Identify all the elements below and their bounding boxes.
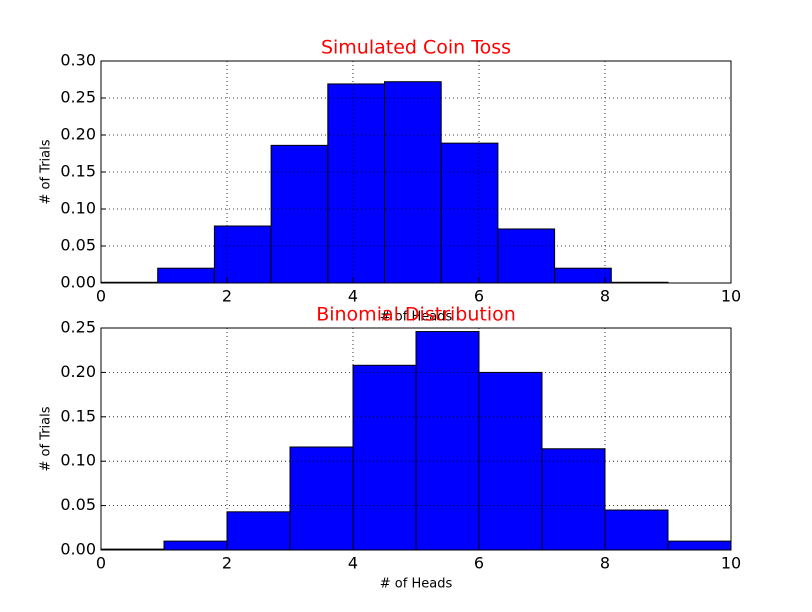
x-tick-label: 8 bbox=[600, 287, 610, 306]
bar bbox=[352, 364, 417, 551]
bar bbox=[604, 509, 669, 551]
x-tick-label: 2 bbox=[222, 287, 232, 306]
x-tick-label: 0 bbox=[96, 554, 106, 573]
y-axis-label: # of Trials bbox=[39, 406, 54, 471]
bar bbox=[213, 225, 272, 284]
y-tick-label: 0.05 bbox=[60, 236, 96, 255]
chart-title: Simulated Coin Toss bbox=[321, 37, 511, 59]
bar bbox=[163, 540, 228, 551]
bar bbox=[415, 331, 480, 551]
bar bbox=[554, 267, 612, 284]
bar bbox=[289, 446, 354, 551]
x-tick-label: 2 bbox=[222, 554, 232, 573]
y-axis-label: # of Trials bbox=[39, 139, 54, 204]
y-tick-label: 0.10 bbox=[60, 451, 96, 470]
x-tick-label: 8 bbox=[600, 554, 610, 573]
bar bbox=[497, 228, 556, 284]
bar bbox=[384, 81, 442, 284]
y-tick-label: 0.15 bbox=[60, 406, 96, 425]
x-tick-label: 10 bbox=[721, 554, 741, 573]
x-tick-label: 10 bbox=[721, 287, 741, 306]
chart-title: Binomial Distribution bbox=[316, 304, 516, 326]
x-tick-label: 4 bbox=[348, 554, 358, 573]
axes-frame bbox=[100, 327, 732, 551]
axes-frame bbox=[100, 60, 732, 284]
x-tick-label: 6 bbox=[474, 554, 484, 573]
x-tick-label: 6 bbox=[474, 287, 484, 306]
x-tick-label: 4 bbox=[348, 287, 358, 306]
y-tick-label: 0.00 bbox=[60, 273, 96, 292]
bar bbox=[541, 448, 606, 551]
bar bbox=[226, 511, 291, 551]
bar bbox=[157, 267, 215, 284]
bar bbox=[440, 142, 499, 284]
x-tick-label: 0 bbox=[96, 287, 106, 306]
y-tick-label: 0.20 bbox=[60, 362, 96, 381]
y-tick-label: 0.05 bbox=[60, 495, 96, 514]
bar bbox=[478, 371, 543, 551]
y-tick-label: 0.00 bbox=[60, 540, 96, 559]
y-tick-label: 0.30 bbox=[60, 51, 96, 70]
y-tick-label: 0.10 bbox=[60, 199, 96, 218]
y-tick-label: 0.20 bbox=[60, 125, 96, 144]
bar bbox=[327, 83, 385, 284]
bar bbox=[270, 144, 329, 284]
x-axis-label: # of Heads bbox=[380, 310, 453, 325]
bar bbox=[667, 540, 732, 551]
y-tick-label: 0.15 bbox=[60, 162, 96, 181]
y-tick-label: 0.25 bbox=[60, 88, 96, 107]
y-tick-label: 0.25 bbox=[60, 318, 96, 337]
x-axis-label: # of Heads bbox=[380, 577, 453, 592]
